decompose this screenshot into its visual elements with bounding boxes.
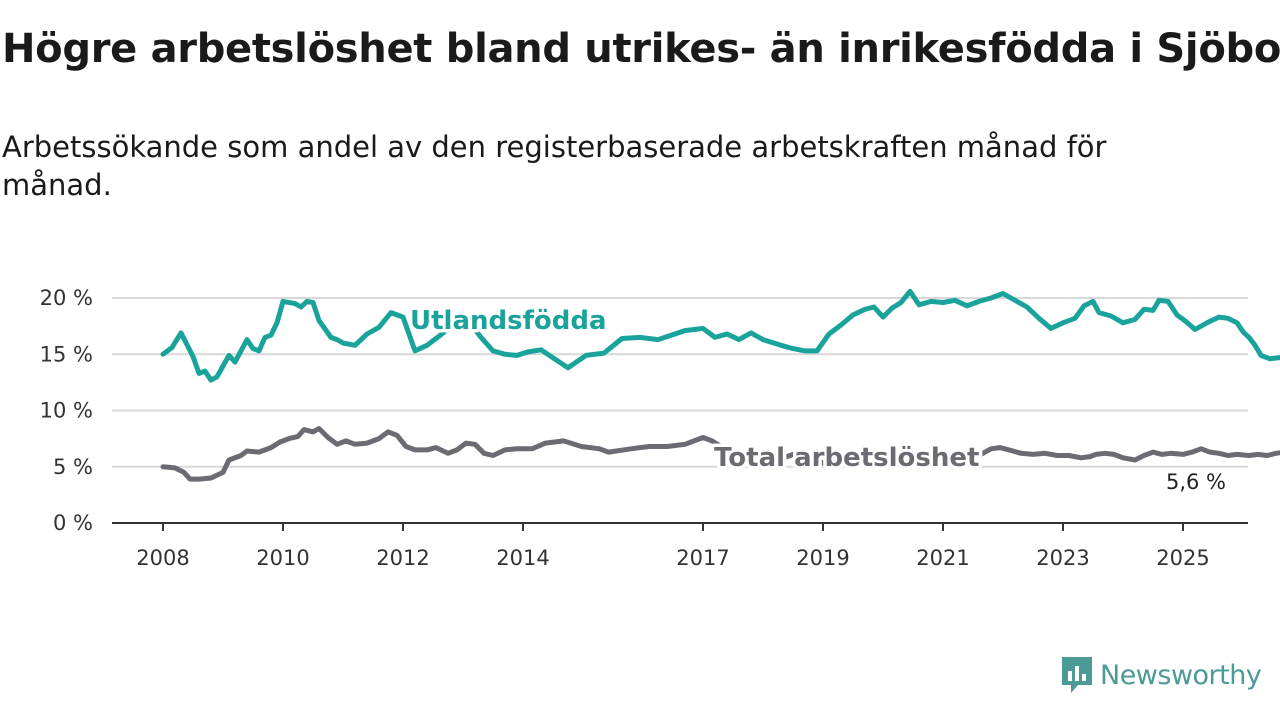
newsworthy-logo: Newsworthy (1060, 655, 1262, 695)
series-label-total: Total arbetslöshet (714, 443, 979, 473)
gridlines (112, 297, 1248, 468)
series-line-total (160, 426, 1280, 482)
chart-subtitle: Arbetssökande som andel av den registerb… (2, 130, 1107, 202)
x-tick-label: 2023 (1036, 546, 1089, 570)
brand-name: Newsworthy (1100, 659, 1262, 691)
chart-title: Högre arbetslöshet bland utrikes- än inr… (2, 26, 1280, 72)
end-value-label: 5,6 % (1166, 470, 1226, 494)
y-tick-label: 0 % (53, 511, 93, 535)
series-lines (160, 288, 1280, 482)
x-tick-label: 2019 (796, 546, 849, 570)
y-tick-label: 15 % (40, 342, 93, 366)
x-tick-label: 2012 (376, 546, 429, 570)
y-tick-label: 20 % (40, 286, 93, 310)
y-axis-tick-labels: 0 % 5 % 10 % 15 % 20 % (40, 286, 93, 535)
series-label-utlandsfodda: Utlandsfödda (410, 306, 607, 336)
y-tick-label: 5 % (53, 455, 93, 479)
series-labels: Utlandsfödda Total arbetslöshet 5,6 % (407, 303, 1227, 495)
x-tick-label: 2017 (676, 546, 729, 570)
x-axis: 2008 2010 2012 2014 2017 2019 2021 2023 2025 (112, 522, 1248, 570)
x-tick-label: 2010 (256, 546, 309, 570)
newsworthy-logo-icon (1062, 657, 1092, 693)
x-tick-label: 2014 (496, 546, 549, 570)
series-line-utlandsfodda (160, 288, 1280, 383)
x-tick-label: 2021 (916, 546, 969, 570)
x-tick-label: 2025 (1156, 546, 1209, 570)
x-tick-label: 2008 (136, 546, 189, 570)
y-tick-label: 10 % (40, 399, 93, 423)
